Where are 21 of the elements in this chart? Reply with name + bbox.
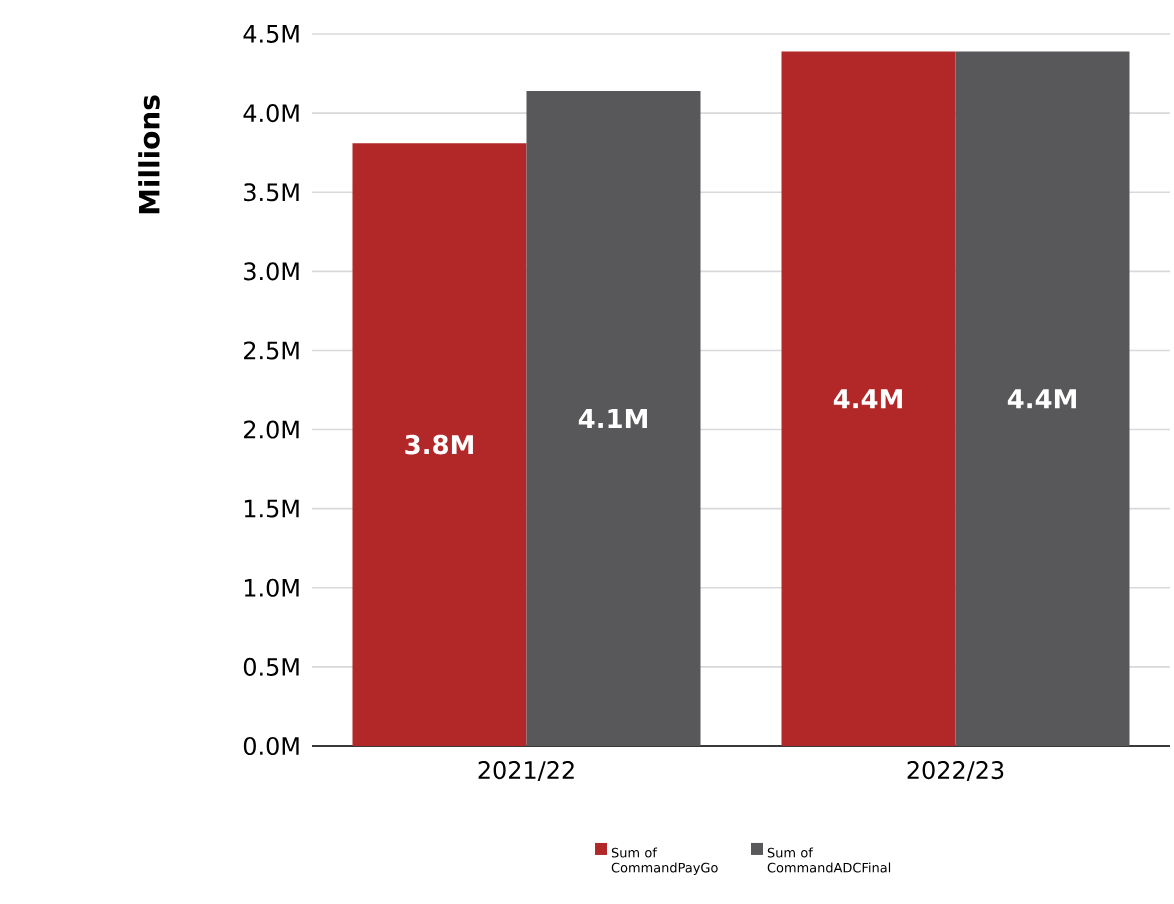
y-tick-label: 3.0M [244, 262, 299, 281]
y-tick-label: 2.0M [244, 420, 299, 439]
y-tick-label: 0.0M [243, 736, 299, 756]
bar [526, 90, 701, 746]
y-tick-label: 4.0M [243, 104, 299, 123]
y-tick-label: 4.5M [243, 25, 299, 43]
y-tick-label: 0.5M [243, 657, 299, 676]
y-tick-label: 1.0M [244, 578, 299, 597]
bar [955, 51, 1130, 746]
y-tick-label: 3.5M [244, 183, 299, 202]
x-tick-label: 2022/23 [907, 761, 1004, 781]
bar [781, 51, 956, 746]
bar [352, 143, 527, 746]
data-label: 3.8M [405, 434, 473, 455]
y-tick-label: 1.5M [244, 499, 299, 518]
data-label: 4.1M [578, 409, 647, 428]
y-axis-title: Millions [138, 95, 160, 214]
data-label: 4.4M [1007, 389, 1076, 409]
y-tick-label: 2.5M [244, 341, 299, 360]
x-tick-label: 2021/22 [478, 761, 574, 781]
data-label: 4.4M [833, 389, 902, 409]
